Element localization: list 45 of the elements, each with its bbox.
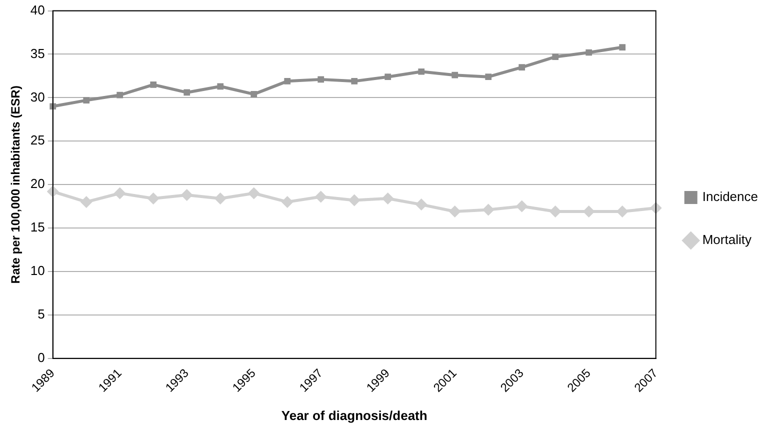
point: [214, 192, 226, 204]
point: [452, 72, 458, 78]
point: [549, 206, 562, 218]
y-tick-label: 40: [30, 2, 45, 18]
point: [485, 74, 492, 80]
y-tick-label: 15: [30, 220, 45, 235]
legend-label: Incidence: [702, 189, 758, 204]
y-tick-label: 25: [30, 132, 45, 148]
y-tick-label: 0: [38, 350, 45, 365]
point: [281, 196, 294, 208]
point: [448, 206, 461, 218]
point: [116, 92, 124, 98]
point: [418, 68, 425, 75]
point: [314, 190, 327, 203]
point: [516, 200, 528, 212]
point: [80, 196, 92, 208]
point: [150, 81, 157, 88]
y-tick-label: 30: [30, 89, 45, 104]
y-axis-title: Rate per 100,000 inhabitants (ESR): [8, 86, 23, 284]
point: [619, 44, 626, 50]
point: [382, 192, 394, 204]
point: [184, 89, 190, 96]
point: [248, 187, 260, 200]
point: [250, 91, 258, 98]
point: [348, 194, 360, 206]
point: [180, 188, 193, 201]
point: [482, 204, 494, 216]
point: [318, 76, 324, 83]
point: [351, 78, 358, 84]
point: [552, 54, 559, 60]
point: [586, 49, 592, 56]
point: [114, 187, 126, 200]
y-tick-label: 10: [30, 263, 45, 278]
point: [217, 83, 224, 90]
x-axis-title: Year of diagnosis/death: [281, 408, 428, 423]
point: [83, 97, 90, 104]
y-tick-label: 35: [30, 46, 45, 61]
point: [147, 192, 160, 204]
y-tick-label: 5: [38, 306, 45, 322]
point: [284, 78, 291, 84]
legend-label: Mortality: [702, 232, 752, 248]
y-tick-label: 20: [30, 176, 45, 192]
point: [518, 64, 526, 70]
point: [384, 74, 392, 80]
point: [415, 198, 428, 211]
